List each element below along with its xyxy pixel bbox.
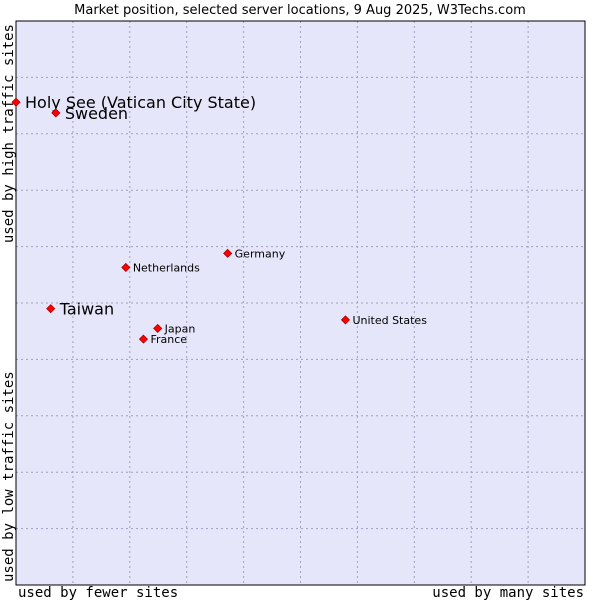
point-label: Japan <box>164 322 196 335</box>
data-point-taiwan: Taiwan <box>46 300 114 319</box>
grid-lines <box>16 21 585 585</box>
point-label: Taiwan <box>59 300 114 319</box>
point-marker <box>46 304 56 314</box>
point-marker <box>51 108 61 118</box>
point-marker <box>138 334 149 344</box>
data-point-germany: Germany <box>223 247 286 260</box>
point-label: Sweden <box>65 104 128 123</box>
point-label: United States <box>352 314 427 327</box>
data-point-sweden: Sweden <box>51 104 128 123</box>
point-marker <box>223 248 233 258</box>
point-label: France <box>150 333 187 346</box>
x-axis-label-right: used by many sites <box>432 585 584 600</box>
data-points: Holy See (Vatican City State)Sweden Germa… <box>11 93 427 346</box>
point-marker <box>11 97 21 107</box>
point-marker <box>121 262 131 273</box>
data-point-united-states: United States <box>340 314 427 327</box>
plot-frame <box>15 20 586 586</box>
data-point-netherlands: Netherlands <box>121 261 200 274</box>
point-label: Netherlands <box>133 261 200 274</box>
point-label: Germany <box>235 247 286 260</box>
point-label: Holy See (Vatican City State) <box>25 93 256 112</box>
y-axis-label-bottom: used by low traffic sites <box>1 371 17 582</box>
data-point-france: France <box>138 333 187 346</box>
point-marker <box>153 323 163 333</box>
x-axis-label-left: used by fewer sites <box>18 585 178 600</box>
data-point-holy-see-vatican-city-state: Holy See (Vatican City State) <box>11 93 256 112</box>
point-marker <box>340 315 351 325</box>
data-point-japan: Japan <box>153 322 196 335</box>
chart-title: Market position, selected server locatio… <box>74 3 526 18</box>
y-axis-label-top: used by high traffic sites <box>1 24 17 243</box>
